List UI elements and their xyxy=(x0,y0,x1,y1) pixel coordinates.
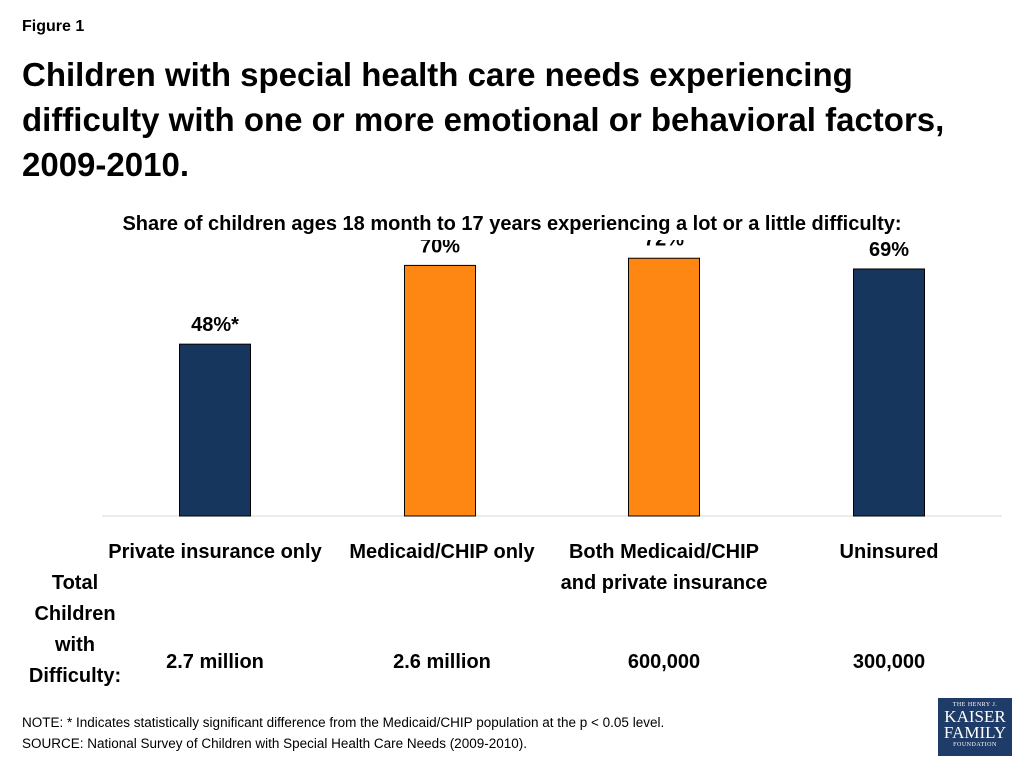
category-label-uninsured: Uninsured xyxy=(839,541,939,563)
value-label-medicaid: 70% xyxy=(420,240,460,257)
total-medicaid: 2.6 million xyxy=(393,651,491,673)
category-label-medicaid: Medicaid/CHIP only xyxy=(349,541,535,563)
value-label-uninsured: 69% xyxy=(869,240,909,261)
category-label-both: Both Medicaid/CHIP and private insurance xyxy=(560,541,768,594)
footnotes: NOTE: * Indicates statistically signific… xyxy=(22,712,664,754)
note-text: NOTE: * Indicates statistically signific… xyxy=(22,715,665,730)
bar-private xyxy=(179,343,251,517)
kff-logo: THE HENRY J. KAISER FAMILY FOUNDATION xyxy=(938,698,1012,756)
totals-row-title: Total Children with Difficulty: xyxy=(28,572,122,687)
total-uninsured: 300,000 xyxy=(852,651,926,673)
value-label-both: 72% xyxy=(644,240,684,250)
bar-both xyxy=(628,257,700,517)
source-text: SOURCE: National Survey of Children with… xyxy=(22,736,527,751)
logo-line-4: FOUNDATION xyxy=(953,742,997,748)
logo-line-3: FAMILY xyxy=(943,723,1007,742)
page-title: Children with special health care needs … xyxy=(22,56,945,183)
logo-line-2: KAISER xyxy=(944,707,1006,726)
bar-chart: 48%* 70% 72% 69% xyxy=(102,240,1002,517)
bar-medicaid xyxy=(404,264,476,517)
category-label-private: Private insurance only xyxy=(108,541,322,563)
total-private: 2.7 million xyxy=(166,651,264,673)
value-label-private: 48%* xyxy=(191,314,239,336)
figure-label: Figure 1 xyxy=(22,18,85,35)
logo-line-1: THE HENRY J. xyxy=(952,702,998,708)
total-both: 600,000 xyxy=(627,651,701,673)
chart-subtitle: Share of children ages 18 month to 17 ye… xyxy=(122,213,902,235)
bar-uninsured xyxy=(853,268,925,517)
